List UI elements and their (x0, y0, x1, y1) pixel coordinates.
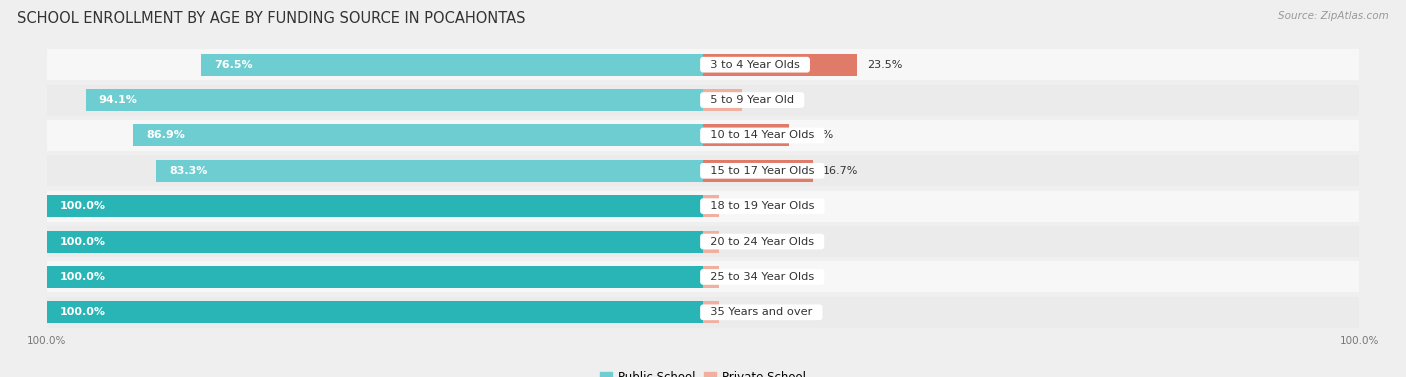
Text: 3 to 4 Year Olds: 3 to 4 Year Olds (703, 60, 807, 70)
Text: SCHOOL ENROLLMENT BY AGE BY FUNDING SOURCE IN POCAHONTAS: SCHOOL ENROLLMENT BY AGE BY FUNDING SOUR… (17, 11, 526, 26)
Text: 100.0%: 100.0% (60, 201, 105, 211)
Bar (46, 301, 703, 323)
Bar (46, 195, 703, 217)
Text: 13.1%: 13.1% (799, 130, 834, 141)
Bar (46, 226, 1360, 257)
Bar (86, 89, 703, 111)
Text: 5.9%: 5.9% (752, 95, 780, 105)
Bar (46, 120, 1360, 151)
Text: 0.0%: 0.0% (730, 307, 758, 317)
Bar (46, 84, 1360, 116)
Text: 0.0%: 0.0% (730, 236, 758, 247)
Bar (46, 297, 1360, 328)
Bar (703, 54, 858, 76)
Text: 100.0%: 100.0% (60, 272, 105, 282)
Bar (703, 89, 742, 111)
Legend: Public School, Private School: Public School, Private School (595, 366, 811, 377)
Text: 25 to 34 Year Olds: 25 to 34 Year Olds (703, 272, 821, 282)
Text: Source: ZipAtlas.com: Source: ZipAtlas.com (1278, 11, 1389, 21)
Bar (703, 160, 813, 182)
Bar (703, 195, 720, 217)
Bar (46, 49, 1360, 80)
Bar (46, 266, 703, 288)
Bar (703, 231, 720, 253)
Text: 5 to 9 Year Old: 5 to 9 Year Old (703, 95, 801, 105)
Text: 94.1%: 94.1% (98, 95, 138, 105)
Bar (46, 231, 703, 253)
Bar (156, 160, 703, 182)
Text: 0.0%: 0.0% (730, 201, 758, 211)
Bar (703, 266, 720, 288)
Text: 10 to 14 Year Olds: 10 to 14 Year Olds (703, 130, 821, 141)
Bar (703, 301, 720, 323)
Text: 0.0%: 0.0% (730, 272, 758, 282)
Bar (132, 124, 703, 146)
Bar (201, 54, 703, 76)
Text: 76.5%: 76.5% (214, 60, 253, 70)
Bar (703, 124, 789, 146)
Bar (46, 191, 1360, 222)
Text: 18 to 19 Year Olds: 18 to 19 Year Olds (703, 201, 821, 211)
Text: 35 Years and over: 35 Years and over (703, 307, 820, 317)
Text: 86.9%: 86.9% (146, 130, 184, 141)
Bar (46, 261, 1360, 293)
Bar (46, 155, 1360, 186)
Text: 15 to 17 Year Olds: 15 to 17 Year Olds (703, 166, 821, 176)
Text: 20 to 24 Year Olds: 20 to 24 Year Olds (703, 236, 821, 247)
Text: 100.0%: 100.0% (60, 307, 105, 317)
Text: 100.0%: 100.0% (60, 236, 105, 247)
Text: 23.5%: 23.5% (868, 60, 903, 70)
Text: 83.3%: 83.3% (170, 166, 208, 176)
Text: 16.7%: 16.7% (823, 166, 858, 176)
